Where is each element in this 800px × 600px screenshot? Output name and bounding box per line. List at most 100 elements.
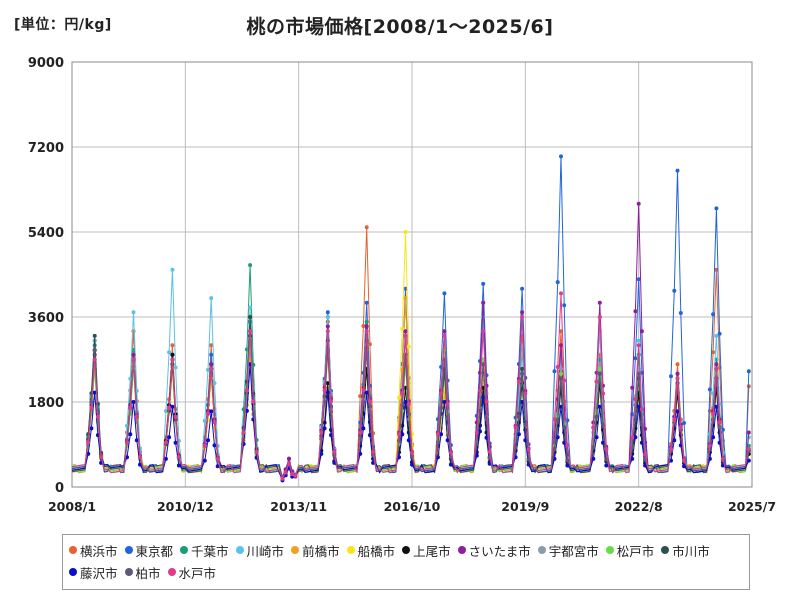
data-point [92, 348, 97, 353]
data-point [672, 438, 677, 443]
data-point [630, 385, 635, 390]
data-point [290, 472, 295, 476]
data-point [682, 464, 686, 469]
plot-area [71, 61, 753, 488]
y-tick-label: 1800 [28, 396, 64, 411]
data-point [170, 404, 175, 409]
data-point [597, 315, 602, 319]
data-point [484, 399, 489, 404]
data-point [400, 432, 405, 437]
data-point [248, 263, 253, 268]
data-point [92, 357, 97, 362]
data-point [173, 414, 178, 419]
data-point [636, 404, 641, 409]
data-point [481, 315, 486, 319]
data-point [325, 390, 330, 395]
data-point [163, 409, 168, 413]
data-point [128, 432, 133, 437]
data-point [131, 310, 136, 315]
data-point [711, 350, 716, 355]
legend-item: 横浜市 [69, 539, 118, 561]
data-point [167, 405, 172, 410]
data-point [682, 421, 686, 425]
data-point [325, 329, 330, 334]
data-point [322, 388, 327, 393]
data-point [86, 440, 91, 445]
data-point [601, 391, 605, 396]
data-point [138, 455, 142, 459]
data-point [711, 411, 716, 416]
data-point [445, 401, 450, 406]
data-point [591, 445, 596, 450]
data-point [442, 329, 447, 334]
data-point [675, 362, 680, 367]
data-point [746, 458, 751, 463]
data-point [520, 310, 525, 315]
data-point [481, 395, 486, 400]
data-point [487, 449, 492, 454]
data-point [329, 409, 333, 414]
legend-marker [69, 568, 77, 576]
data-point [89, 405, 94, 410]
data-point [244, 408, 249, 413]
data-point [170, 267, 175, 272]
data-point [131, 400, 136, 404]
data-point [597, 362, 602, 367]
y-tick-label: 9000 [28, 56, 64, 71]
data-point [552, 447, 557, 451]
data-point [403, 329, 408, 334]
data-point [131, 352, 136, 357]
x-tick-label: 2016/10 [384, 499, 441, 514]
x-tick-label: 2013/11 [270, 499, 327, 514]
data-point [325, 324, 330, 329]
data-point [215, 456, 220, 461]
legend-label: 宇都宮市 [548, 543, 599, 559]
data-point [675, 168, 680, 173]
data-point [322, 426, 327, 431]
data-point [478, 388, 482, 393]
data-point [559, 291, 563, 296]
data-point [367, 409, 372, 414]
data-point [435, 432, 440, 437]
data-point [403, 333, 408, 338]
data-point [209, 352, 214, 357]
data-point [406, 412, 411, 417]
data-point [559, 343, 563, 348]
legend-label: 市川市 [672, 543, 710, 559]
legend-item: 藤沢市 [69, 561, 118, 583]
legend-marker [235, 546, 244, 554]
data-point [442, 333, 447, 338]
data-point [403, 230, 408, 234]
legend-marker [457, 546, 466, 554]
legend-label: 千葉市 [191, 543, 229, 559]
data-point [215, 464, 220, 469]
data-point [636, 338, 641, 343]
data-point [630, 456, 635, 461]
data-point [717, 331, 722, 336]
data-point [552, 417, 557, 422]
data-point [163, 456, 168, 461]
data-point [410, 462, 414, 467]
data-point [287, 461, 291, 466]
x-tick-label: 2022/8 [615, 499, 663, 514]
data-point [520, 366, 525, 371]
data-point [720, 456, 725, 461]
data-point [206, 367, 210, 372]
legend-label: さいたま市 [468, 543, 531, 559]
y-tick-label: 3600 [28, 311, 64, 326]
legend-item: 川崎市 [235, 539, 284, 561]
data-point [251, 399, 256, 404]
data-point [633, 435, 638, 440]
data-point [280, 476, 285, 481]
legend-item: 前橋市 [291, 539, 340, 561]
legend-marker [69, 546, 77, 554]
data-point [552, 369, 557, 374]
data-point [400, 326, 405, 331]
legend-marker [402, 546, 411, 554]
data-point [212, 443, 217, 448]
data-point [597, 300, 602, 305]
data-point [397, 455, 401, 460]
data-point [448, 450, 453, 455]
data-point [209, 362, 214, 367]
